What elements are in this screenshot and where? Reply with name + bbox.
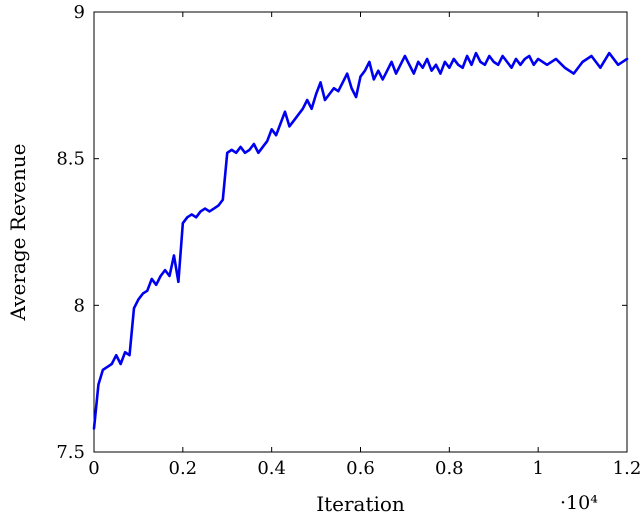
x-tick-label: 0.2 — [169, 458, 198, 479]
x-axis-label: Iteration — [316, 492, 405, 516]
y-axis-label: Average Revenue — [6, 143, 30, 321]
y-tick-label: 9 — [74, 2, 85, 23]
x-axis-scale-label: ·10⁴ — [560, 492, 598, 514]
x-tick-label: 0 — [88, 458, 99, 479]
y-tick-label: 7.5 — [56, 442, 85, 463]
revenue-line — [92, 51, 629, 430]
x-tick-label: 0.4 — [257, 458, 286, 479]
x-tick-label: 1.2 — [613, 458, 640, 479]
x-tick-label: 0.8 — [435, 458, 464, 479]
y-tick-label: 8 — [74, 295, 85, 316]
x-tick-label: 1 — [532, 458, 543, 479]
y-tick-label: 8.5 — [56, 149, 85, 170]
x-tick-label: 0.6 — [346, 458, 375, 479]
